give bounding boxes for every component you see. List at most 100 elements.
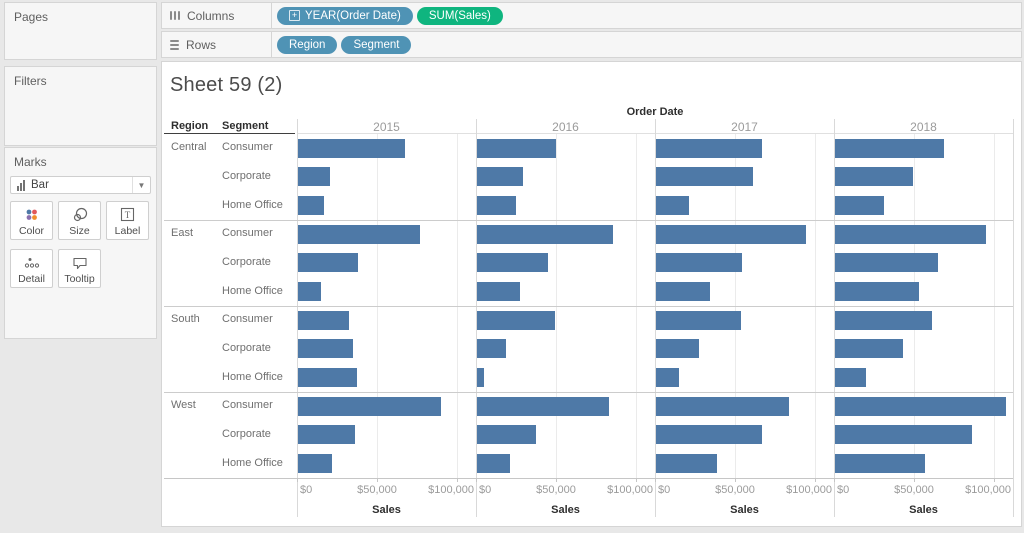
axis-tick (377, 478, 378, 482)
rows-shelf[interactable]: Rows Region Segment (161, 31, 1022, 58)
bar[interactable] (477, 339, 506, 359)
axis-tick (636, 478, 637, 482)
bar[interactable] (656, 138, 763, 158)
bar[interactable] (298, 196, 325, 216)
filters-shelf[interactable]: Filters (4, 66, 157, 146)
bar[interactable] (835, 253, 939, 273)
bar[interactable] (835, 282, 919, 302)
bar[interactable] (835, 138, 944, 158)
axis-tick-label: $0 (837, 484, 850, 496)
bar[interactable] (835, 454, 926, 474)
detail-icon (24, 258, 39, 268)
expand-plus-icon[interactable]: + (289, 10, 300, 21)
region-row-label: West (171, 399, 196, 412)
region-row-label: East (171, 227, 194, 240)
columns-shelf[interactable]: Columns + YEAR(Order Date) SUM(Sales) (161, 2, 1022, 29)
bar[interactable] (835, 310, 932, 330)
bar[interactable] (477, 368, 485, 388)
color-button-label: Color (18, 225, 45, 237)
bar[interactable] (298, 368, 358, 388)
bar[interactable] (656, 196, 689, 216)
region-divider-line (164, 220, 1013, 221)
chart-grid: 2015 2016 2017 2018 Central Consumer Corporate… (162, 62, 1021, 526)
pill-label: SUM(Sales) (428, 9, 491, 22)
region-row-label: Central (171, 141, 207, 154)
axis-tick (297, 478, 298, 482)
bar[interactable] (298, 224, 421, 244)
bar[interactable] (835, 368, 867, 388)
axis-tick-label: $50,000 (357, 484, 397, 496)
color-button[interactable]: Color (10, 201, 53, 240)
bar[interactable] (477, 167, 524, 187)
axis-tick-label: $100,000 (965, 484, 1011, 496)
panel-boundary-line (834, 119, 835, 517)
axis-tick-label: $50,000 (894, 484, 934, 496)
size-button[interactable]: Size (58, 201, 101, 240)
bar[interactable] (477, 425, 537, 445)
bar[interactable] (298, 138, 406, 158)
pill-sum-sales[interactable]: SUM(Sales) (416, 6, 503, 25)
row-header-underline (164, 133, 295, 134)
bar[interactable] (477, 282, 521, 302)
year-header: 2017 (731, 120, 758, 134)
tooltip-button-label: Tooltip (64, 273, 95, 285)
rows-icon (170, 39, 179, 50)
marks-title: Marks (14, 155, 47, 169)
bar[interactable] (298, 454, 333, 474)
axis-title: Sales (730, 504, 759, 516)
bar[interactable] (477, 138, 557, 158)
bar[interactable] (835, 425, 973, 445)
bar[interactable] (656, 396, 789, 416)
bar[interactable] (656, 224, 806, 244)
mark-type-dropdown[interactable]: Bar ▼ (10, 176, 151, 194)
bar[interactable] (298, 339, 354, 359)
bar[interactable] (298, 310, 350, 330)
pill-year-order-date[interactable]: + YEAR(Order Date) (277, 6, 413, 25)
bar[interactable] (656, 310, 741, 330)
bar[interactable] (656, 253, 742, 273)
year-header: 2015 (373, 120, 400, 134)
panel-boundary-line (1013, 119, 1014, 517)
bar[interactable] (298, 253, 358, 273)
bar[interactable] (835, 224, 987, 244)
bar[interactable] (656, 368, 680, 388)
bar[interactable] (656, 425, 763, 445)
bar[interactable] (477, 396, 609, 416)
bar[interactable] (656, 454, 717, 474)
label-button[interactable]: T Label (106, 201, 149, 240)
mark-type-value: Bar (31, 179, 49, 191)
order-date-header: Order Date (626, 106, 684, 118)
label-button-label: Label (114, 225, 141, 237)
label-icon: T (120, 207, 135, 222)
axis-tick (994, 478, 995, 482)
bar[interactable] (835, 167, 913, 187)
bar[interactable] (477, 224, 613, 244)
bar[interactable] (298, 282, 322, 302)
tooltip-button[interactable]: Tooltip (58, 249, 101, 288)
bar[interactable] (477, 196, 517, 216)
detail-button[interactable]: Detail (10, 249, 53, 288)
bar[interactable] (656, 282, 711, 302)
bar[interactable] (298, 167, 330, 187)
chevron-down-icon[interactable]: ▼ (132, 177, 150, 193)
bar[interactable] (477, 454, 510, 474)
columns-icon (170, 11, 180, 20)
bar[interactable] (298, 425, 355, 445)
segment-row-label: Consumer (222, 399, 273, 412)
bar[interactable] (298, 396, 442, 416)
axis-title: Sales (909, 504, 938, 516)
bar[interactable] (656, 167, 753, 187)
axis-tick (914, 478, 915, 482)
pill-label: Region (289, 38, 326, 51)
bar[interactable] (835, 196, 884, 216)
pill-region[interactable]: Region (277, 35, 338, 54)
bar[interactable] (477, 253, 549, 273)
pill-segment[interactable]: Segment (341, 35, 412, 54)
bar[interactable] (835, 339, 903, 359)
pages-shelf[interactable]: Pages (4, 2, 157, 60)
bar[interactable] (835, 396, 1006, 416)
bar[interactable] (477, 310, 556, 330)
bar[interactable] (656, 339, 700, 359)
tooltip-icon (72, 257, 87, 270)
sheet-title: Sheet 59 (2) (170, 74, 283, 96)
